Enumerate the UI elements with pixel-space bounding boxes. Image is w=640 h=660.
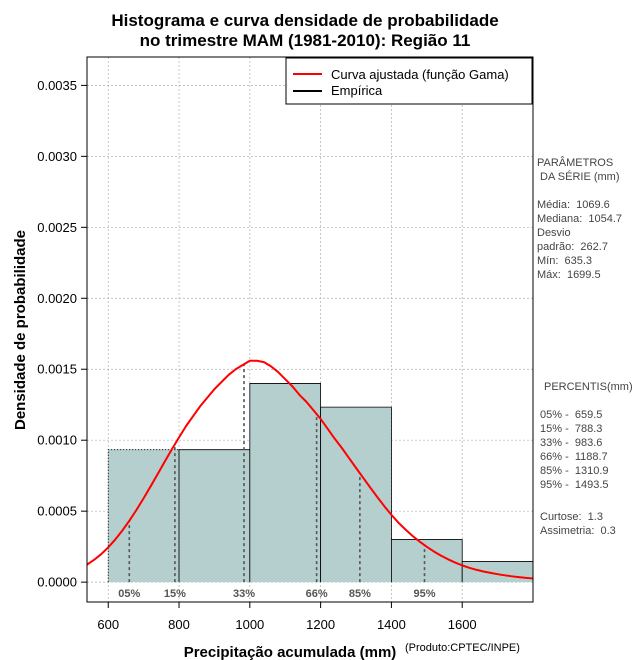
percentis-heading: PERCENTIS(mm) bbox=[544, 381, 633, 393]
x-tick-label: 1200 bbox=[306, 617, 335, 632]
legend-empirical-label: Empírica bbox=[331, 83, 383, 98]
param-median: Mediana: 1054.7 bbox=[537, 213, 622, 225]
fitted-curve bbox=[86, 359, 534, 580]
histogram-bar bbox=[249, 383, 321, 583]
percentil-05: 05% - 659.5 bbox=[540, 409, 602, 421]
percentile-label: 95% bbox=[413, 588, 435, 600]
percentil-33: 33% - 983.6 bbox=[540, 437, 602, 449]
params-heading-line-2: DA SÉRIE (mm) bbox=[537, 170, 620, 183]
side-panel: PARÂMETROS DA SÉRIE (mm) Média: 1069.6 M… bbox=[537, 156, 633, 537]
params-heading-line-1: PARÂMETROS bbox=[537, 156, 613, 169]
histogram-bar bbox=[108, 449, 180, 583]
histogram-bars bbox=[107, 383, 534, 583]
stat-kurtosis: Curtose: 1.3 bbox=[540, 511, 603, 523]
percentile-label: 85% bbox=[349, 588, 371, 600]
percentile-lines bbox=[128, 364, 426, 583]
x-axis-ticks: 600 800 1000 1200 1400 1600 bbox=[97, 602, 477, 632]
y-tick-label: 0.0025 bbox=[37, 220, 77, 235]
x-tick-label: 600 bbox=[97, 617, 119, 632]
percentile-label: 05% bbox=[118, 588, 140, 600]
param-std-line-1: Desvio bbox=[537, 227, 571, 239]
y-tick-label: 0.0020 bbox=[37, 291, 77, 306]
x-tick-label: 1400 bbox=[377, 617, 406, 632]
legend-box bbox=[285, 57, 533, 105]
chart-title-line-1: Histograma e curva densidade de probabil… bbox=[111, 11, 498, 30]
x-tick-label: 1600 bbox=[448, 617, 477, 632]
chart-title-line-2: no trimestre MAM (1981-2010): Região 11 bbox=[140, 31, 471, 50]
x-tick-label: 1000 bbox=[235, 617, 264, 632]
y-axis-label: Densidade de probabilidade bbox=[12, 230, 29, 430]
param-max: Máx: 1699.5 bbox=[537, 269, 601, 281]
histogram-bar-outline bbox=[107, 449, 180, 583]
y-tick-label: 0.0035 bbox=[37, 78, 77, 93]
y-axis-ticks: 0.0000 0.0005 0.0010 0.0015 0.0020 0.0025 0.00… bbox=[37, 78, 87, 590]
plot-frame bbox=[86, 56, 534, 603]
percentile-labels: 05% 15% 33% 66% 85% 95% bbox=[118, 588, 435, 600]
y-tick-label: 0.0000 bbox=[37, 575, 77, 590]
param-std-line-2: padrão: 262.7 bbox=[537, 241, 608, 253]
percentile-label: 33% bbox=[233, 588, 255, 600]
percentil-95: 95% - 1493.5 bbox=[540, 479, 609, 491]
y-tick-label: 0.0010 bbox=[37, 433, 77, 448]
percentile-label: 66% bbox=[306, 588, 328, 600]
stat-skewness: Assimetria: 0.3 bbox=[540, 525, 616, 537]
histogram-bar-outline bbox=[391, 539, 463, 583]
product-note: (Produto:CPTEC/INPE) bbox=[405, 642, 520, 654]
percentil-85: 85% - 1310.9 bbox=[540, 465, 609, 477]
param-mean: Média: 1069.6 bbox=[537, 199, 610, 211]
percentil-66: 66% - 1188.7 bbox=[540, 451, 608, 463]
param-min: Mín: 635.3 bbox=[537, 255, 592, 267]
legend: Curva ajustada (função Gama) Empírica bbox=[285, 57, 533, 105]
y-tick-label: 0.0030 bbox=[37, 149, 77, 164]
x-axis-label: Precipitação acumulada (mm) bbox=[184, 644, 397, 660]
grid bbox=[87, 57, 533, 602]
histogram-bar-outline bbox=[320, 406, 392, 583]
fitted-curve-layer bbox=[86, 359, 534, 580]
legend-curve-label: Curva ajustada (função Gama) bbox=[331, 67, 509, 82]
x-tick-label: 800 bbox=[168, 617, 190, 632]
y-tick-label: 0.0015 bbox=[37, 362, 77, 377]
histogram-bar bbox=[462, 561, 533, 583]
y-tick-label: 0.0005 bbox=[37, 504, 77, 519]
percentile-label: 15% bbox=[164, 588, 186, 600]
percentil-15: 15% - 788.3 bbox=[540, 423, 602, 435]
histogram-bar bbox=[179, 449, 250, 583]
